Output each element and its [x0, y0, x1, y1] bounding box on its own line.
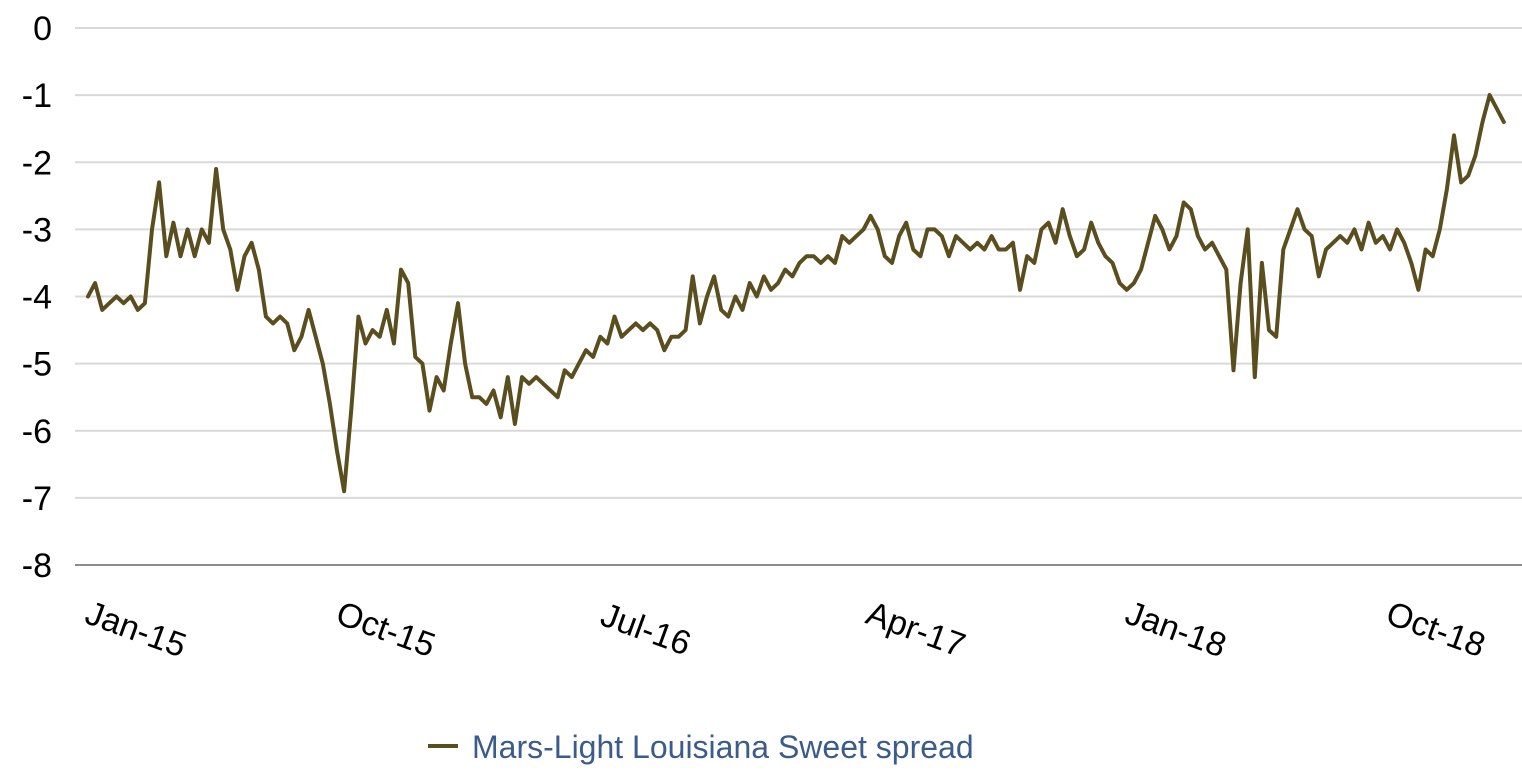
x-tick-label: Apr-17: [861, 594, 970, 665]
x-tick-label: Jan-18: [1120, 594, 1231, 665]
y-tick-label: -5: [22, 346, 52, 384]
x-tick-label: Oct-18: [1381, 594, 1490, 665]
y-tick-label: -1: [22, 77, 52, 115]
y-tick-label: -4: [22, 279, 52, 317]
x-tick-label: Jul-16: [596, 596, 696, 663]
x-tick-label: Oct-15: [331, 594, 440, 665]
series-line: [88, 95, 1504, 491]
y-tick-label: -2: [22, 144, 52, 182]
y-tick-label: -6: [22, 413, 52, 451]
y-tick-label: 0: [33, 10, 52, 48]
x-tick-label: Jan-15: [80, 594, 191, 665]
legend-label: Mars-Light Louisiana Sweet spread: [472, 729, 974, 765]
y-tick-label: -7: [22, 480, 52, 518]
series-layer: [88, 95, 1504, 491]
y-tick-label: -3: [22, 211, 52, 249]
y-axis-ticks: 0 -1 -2 -3 -4 -5 -6 -7 -8: [22, 10, 52, 585]
legend: Mars-Light Louisiana Sweet spread: [428, 729, 974, 765]
x-axis-ticks: Jan-15 Oct-15 Jul-16 Apr-17 Jan-18 Oct-18: [80, 594, 1490, 665]
y-tick-label: -8: [22, 547, 52, 585]
